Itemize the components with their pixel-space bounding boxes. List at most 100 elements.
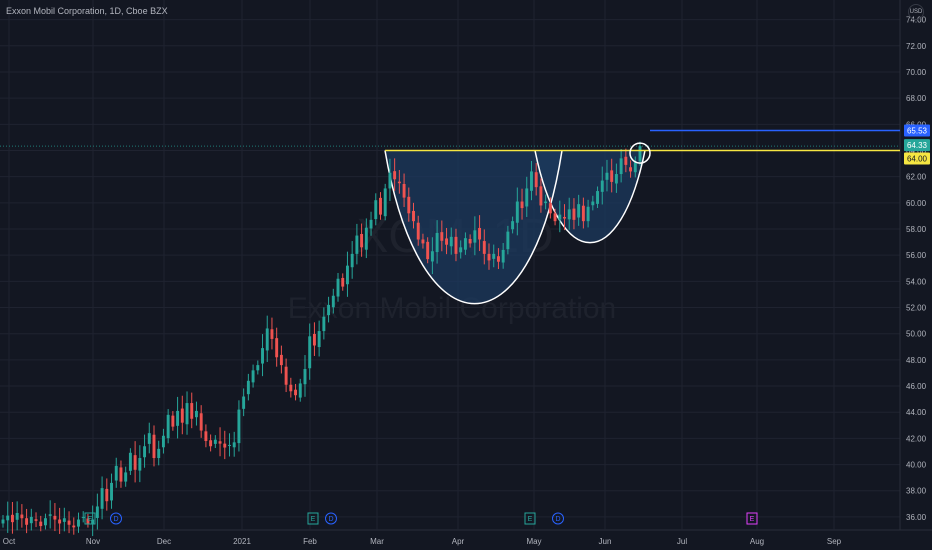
candle-body [95,506,99,518]
candle-body [228,444,231,446]
candle-body [591,201,595,206]
candle-body [6,515,10,521]
candle [143,434,147,468]
price-tick-label: 74.00 [906,16,927,25]
candle-body [176,410,180,426]
candle [445,227,449,255]
candle-body [482,241,486,254]
price-tick-label: 68.00 [906,94,927,103]
candle-body [232,442,236,448]
candle-body [194,410,198,418]
future-event-marker-label: E [750,516,755,523]
candle [416,215,420,246]
candle [124,466,128,487]
candle-body [161,435,165,448]
price-tick-label: 48.00 [906,356,927,365]
candle-body [530,171,533,191]
candle [586,199,590,228]
time-tick-label: 2021 [233,537,251,546]
candle [86,513,90,528]
candle-body [261,348,264,364]
time-tick-label: Sep [827,537,842,546]
candle-body [478,227,482,240]
candle [397,169,401,194]
candle-body [15,512,19,520]
candle [548,197,552,219]
resistance-price-tag-box [904,152,930,165]
time-axis[interactable]: Oct Nov Dec 2021 Feb Mar Apr May Jun Jul Aug Sep [3,537,842,546]
candle-body [44,518,47,526]
candle [364,218,368,259]
time-tick-label: Feb [303,537,317,546]
candle-body [279,354,283,366]
candle-body [345,265,349,285]
candle [251,364,255,388]
candle [91,505,95,537]
candle-body [119,467,123,482]
candle [360,223,364,257]
candle [374,193,378,226]
currency-badge[interactable]: USD [908,4,924,20]
earnings-marker[interactable]: E [84,512,96,525]
candle-body [190,403,194,419]
candle-body [180,408,184,423]
dividend-marker[interactable]: D [110,512,122,525]
candle-body [91,519,95,524]
candle [246,373,250,401]
candle [232,431,236,457]
candle [223,430,227,460]
candle-body [213,439,217,444]
candle [161,428,165,454]
candle [430,237,434,275]
candle-body [284,366,288,385]
future-event-marker[interactable]: E [746,512,758,525]
candle-body [256,365,260,371]
time-tick-label: Aug [750,537,764,546]
candle [629,160,633,178]
candle [105,478,109,511]
candle-body [629,167,633,172]
candle [449,227,453,255]
candle-body [204,431,208,442]
candle-body [463,238,467,250]
dividend-marker[interactable]: D [325,512,337,525]
earnings-marker[interactable]: E [524,512,536,525]
candle [152,425,156,467]
candlestick-series [1,141,642,537]
candle-body [605,172,609,180]
candle-body [454,236,458,254]
dividend-marker[interactable]: D [552,512,564,525]
earnings-marker-frame [307,512,319,525]
candle [308,323,312,380]
candle [270,317,274,350]
candle-body [397,181,401,184]
candle [426,237,430,264]
candle [265,315,269,362]
candle [567,197,571,230]
candle [350,241,354,279]
candle [303,355,307,397]
candle [72,517,76,535]
candle-body [308,336,312,369]
earnings-marker-label: E [528,516,533,523]
time-tick-label: Oct [3,537,16,546]
time-tick-label: Apr [452,537,465,546]
candle [596,186,599,209]
candle-body [157,448,161,459]
dividend-marker-label: D [555,516,560,523]
candle-body [515,201,519,223]
candle-body [548,203,552,214]
candle [256,360,260,375]
candle-body [133,455,137,470]
earnings-marker[interactable]: E [307,512,319,525]
candle [530,160,533,201]
price-tick-label: 38.00 [906,487,927,496]
price-tick-label: 72.00 [906,42,927,51]
candle [213,435,217,449]
candle-body [171,415,175,427]
candle-body [430,251,434,262]
candle [407,187,411,222]
earnings-marker-frame [524,512,536,525]
